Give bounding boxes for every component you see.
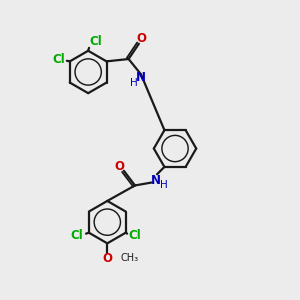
Text: O: O <box>102 252 112 265</box>
Text: Cl: Cl <box>52 52 65 65</box>
Text: N: N <box>151 174 160 187</box>
Text: Cl: Cl <box>89 35 102 48</box>
Text: N: N <box>136 71 146 84</box>
Text: H: H <box>130 78 137 88</box>
Text: Cl: Cl <box>128 229 141 242</box>
Text: CH₃: CH₃ <box>121 253 139 263</box>
Text: Cl: Cl <box>70 229 83 242</box>
Text: O: O <box>114 160 124 172</box>
Text: H: H <box>160 180 167 190</box>
Text: O: O <box>137 32 147 46</box>
